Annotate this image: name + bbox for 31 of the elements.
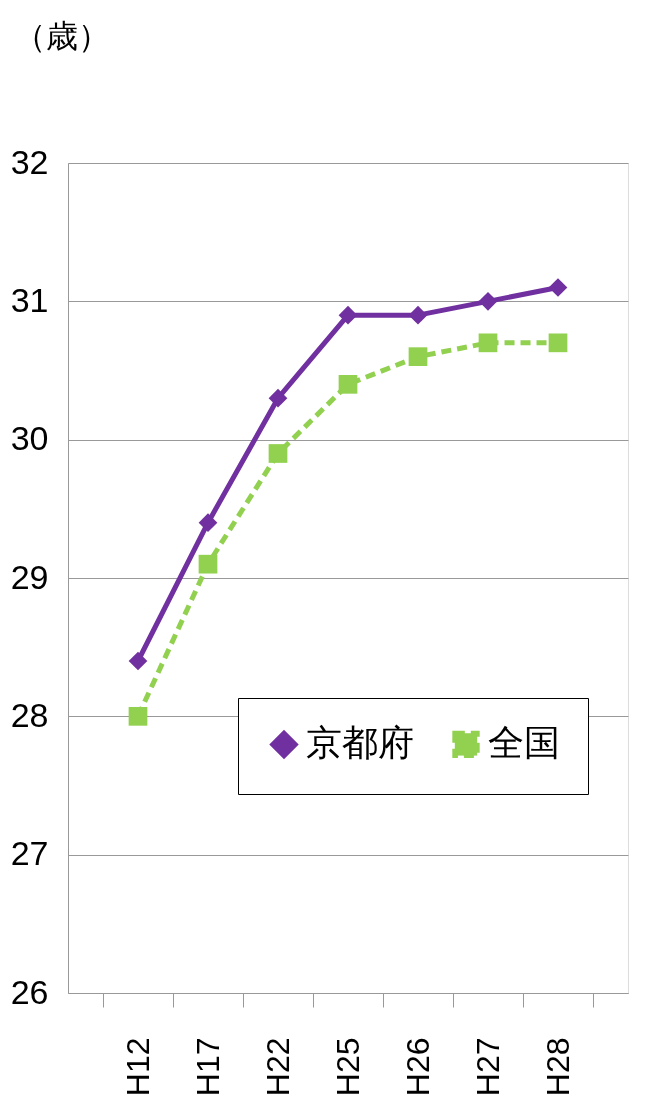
point	[338, 374, 358, 394]
point	[408, 347, 428, 367]
y-tick-label: 28	[10, 695, 49, 734]
x-tick-label: H22	[259, 1037, 296, 1097]
point	[198, 554, 218, 574]
point	[408, 305, 428, 325]
point	[128, 706, 148, 726]
x-tick-label: H12	[119, 1037, 156, 1097]
point	[548, 333, 568, 353]
x-tick-label: H28	[539, 1037, 576, 1097]
y-tick-label: 26	[10, 972, 49, 1011]
point	[128, 651, 148, 671]
legend-label: 京都府	[306, 722, 414, 764]
legend-label: 全国	[488, 722, 560, 764]
point	[548, 278, 568, 297]
point	[478, 333, 498, 353]
y-tick-label: 29	[10, 557, 49, 596]
x-tick-label: H25	[329, 1037, 366, 1097]
point	[268, 388, 288, 408]
y-axis-title: （歳）	[13, 17, 110, 54]
point	[338, 305, 358, 325]
point	[198, 513, 218, 533]
y-tick-label: 30	[10, 419, 49, 458]
x-tick-label: H26	[399, 1037, 436, 1097]
x-tick-label: H27	[469, 1037, 506, 1097]
y-tick-label: 31	[10, 280, 49, 319]
y-tick-label: 27	[10, 834, 49, 873]
point	[268, 444, 288, 463]
x-tick-label: H17	[189, 1037, 226, 1097]
y-tick-label: 32	[10, 142, 49, 181]
point	[478, 291, 498, 311]
